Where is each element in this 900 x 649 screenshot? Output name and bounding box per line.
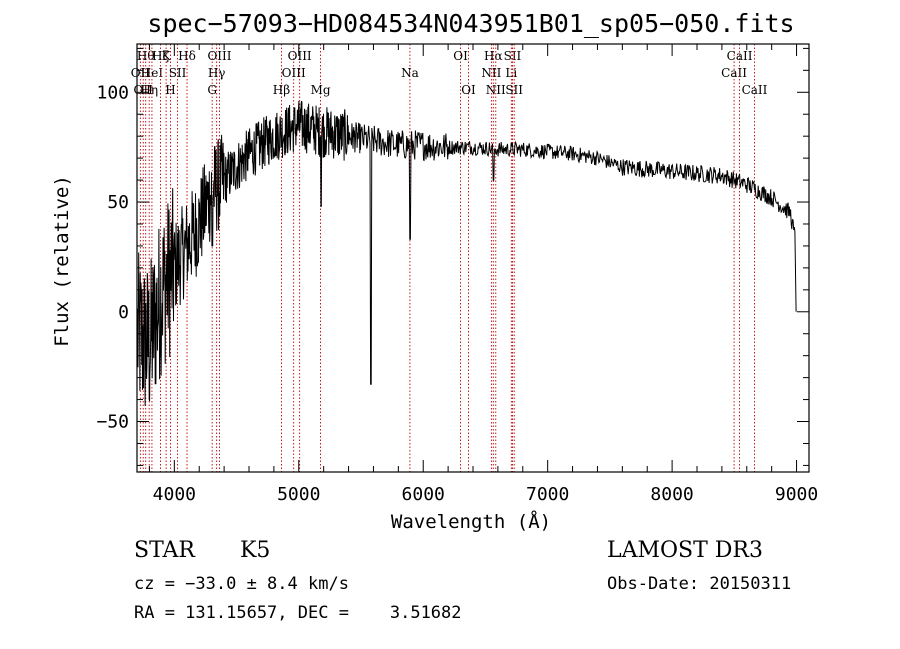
y-tick-label: −50 <box>96 412 129 433</box>
line-label-sii: SII <box>169 66 187 80</box>
line-label-nii: NII <box>481 66 501 80</box>
line-label-na: Na <box>401 66 419 80</box>
redshift-value: cz = −33.0 ± 8.4 km/s <box>134 574 349 594</box>
survey-name: LAMOST DR3 <box>607 538 763 563</box>
line-label-g: G <box>207 83 217 97</box>
line-label-mg: Mg <box>311 83 331 97</box>
axes: 4000 5000 6000 7000 8000 9000 −50 0 50 100 <box>96 44 818 505</box>
line-label-hei: HeI <box>141 66 164 80</box>
x-tick-label: 6000 <box>402 484 445 505</box>
line-label-oi: OI <box>453 49 468 63</box>
line-label-hγ: Hγ <box>208 66 226 80</box>
line-label-hα: Hα <box>484 49 503 63</box>
coordinates: RA = 131.15657, DEC = 3.51682 <box>134 603 462 623</box>
line-label-oii: OII <box>134 83 154 97</box>
line-label-sii: SII <box>504 49 522 63</box>
line-label-oi: OI <box>461 83 476 97</box>
x-axis-label: Wavelength (Å) <box>391 510 551 533</box>
line-label-sii: SII <box>505 83 523 97</box>
line-label-oiii: OIII <box>288 49 312 63</box>
spectrum-layer <box>137 100 797 406</box>
chart-title: spec−57093−HD084534N043951B01_sp05−050.f… <box>147 9 794 38</box>
observation-date: Obs-Date: 20150311 <box>607 574 792 594</box>
x-tick-label: 4000 <box>153 484 196 505</box>
line-label-caii: CaII <box>727 49 753 63</box>
x-tick-label: 9000 <box>775 484 818 505</box>
line-label-h: H <box>165 83 175 97</box>
line-label-oiii: OIII <box>282 66 306 80</box>
line-label-ηζ: Ηζ <box>152 49 169 63</box>
x-tick-label: 8000 <box>650 484 693 505</box>
spectrum-line <box>137 100 797 406</box>
object-class: STAR <box>134 538 195 563</box>
line-label-caii: CaII <box>721 66 747 80</box>
y-tick-label: 0 <box>118 302 129 323</box>
y-axis-label: Flux (relative) <box>51 175 73 347</box>
line-label-hδ: Hδ <box>178 49 196 63</box>
spectral-subclass: K5 <box>240 538 271 563</box>
line-markers: OIIOIIHθHηHeIΗζKHSIIHδGHγOIIIHβOIIIOIIIM… <box>131 44 768 472</box>
line-label-oiii: OIII <box>207 49 231 63</box>
line-label-li: Li <box>505 66 517 80</box>
line-label-hη: Hη <box>140 83 158 97</box>
line-label-caii: CaII <box>742 83 768 97</box>
line-label-hβ: Hβ <box>273 83 290 97</box>
line-label-hθ: Hθ <box>137 49 155 63</box>
line-label-k: K <box>162 49 172 63</box>
plot-frame <box>136 43 810 473</box>
y-tick-label: 100 <box>96 82 129 103</box>
x-tick-label: 5000 <box>277 484 320 505</box>
line-label-nii: NII <box>486 83 506 97</box>
y-tick-label: 50 <box>107 192 129 213</box>
x-tick-label: 7000 <box>526 484 569 505</box>
